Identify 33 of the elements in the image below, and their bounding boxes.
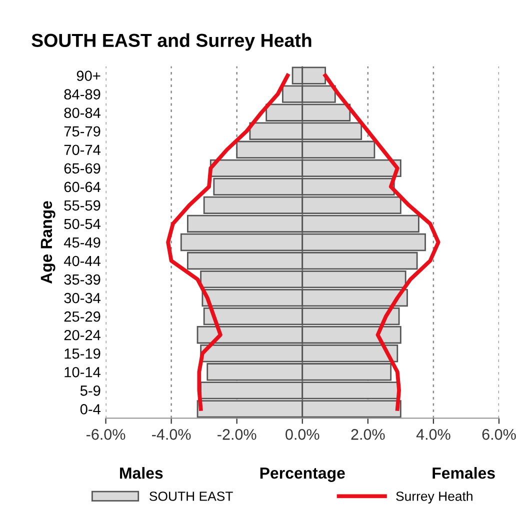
- x-axis-title: Percentage: [260, 468, 345, 482]
- x-tick-label: -6.0%: [86, 429, 126, 440]
- x-tick-label: 2.0%: [351, 429, 385, 440]
- x-tick-label: -2.0%: [218, 429, 256, 440]
- text: Females: [432, 467, 495, 479]
- y-tick-label: 65-69: [64, 163, 100, 174]
- x-tick-label: -4.0%: [152, 429, 191, 440]
- y-tick-label: 84-89: [64, 89, 100, 100]
- y-tick-label: 15-19: [64, 348, 100, 359]
- y-tick-label: 60-64: [64, 182, 100, 192]
- y-tick-label: 5-9: [80, 386, 100, 396]
- x-tick-label: 6.0%: [482, 429, 516, 440]
- y-tick-label: 90+: [76, 70, 100, 81]
- y-tick-label: 70-74: [64, 144, 100, 156]
- y-tick-label: 45-49: [64, 237, 100, 248]
- text: Males: [120, 467, 163, 479]
- x-tick-label: 4.0%: [416, 429, 450, 440]
- legend-label: SOUTH EAST: [150, 492, 233, 501]
- y-tick-label: 50-54: [64, 218, 100, 230]
- legend-label: Surrey Heath: [396, 491, 472, 504]
- y-tick-label: 0-4: [80, 404, 100, 414]
- y-tick-label: 30-34: [64, 292, 100, 304]
- y-tick-label: 55-59: [64, 200, 100, 211]
- y-tick-label: 20-24: [64, 330, 100, 340]
- y-tick-label: 80-84: [64, 108, 100, 118]
- y-tick-label: 10-14: [64, 367, 100, 378]
- chart-title: SOUTH EAST and Surrey Heath: [32, 33, 312, 51]
- y-tick-label: 40-44: [64, 256, 100, 266]
- y-axis-title: Age Range: [40, 201, 56, 284]
- y-tick-label: 75-79: [64, 126, 100, 137]
- x-tick-label: 0.0%: [286, 429, 320, 440]
- y-tick-label: 35-39: [64, 274, 100, 285]
- y-tick-label: 25-29: [64, 311, 100, 322]
